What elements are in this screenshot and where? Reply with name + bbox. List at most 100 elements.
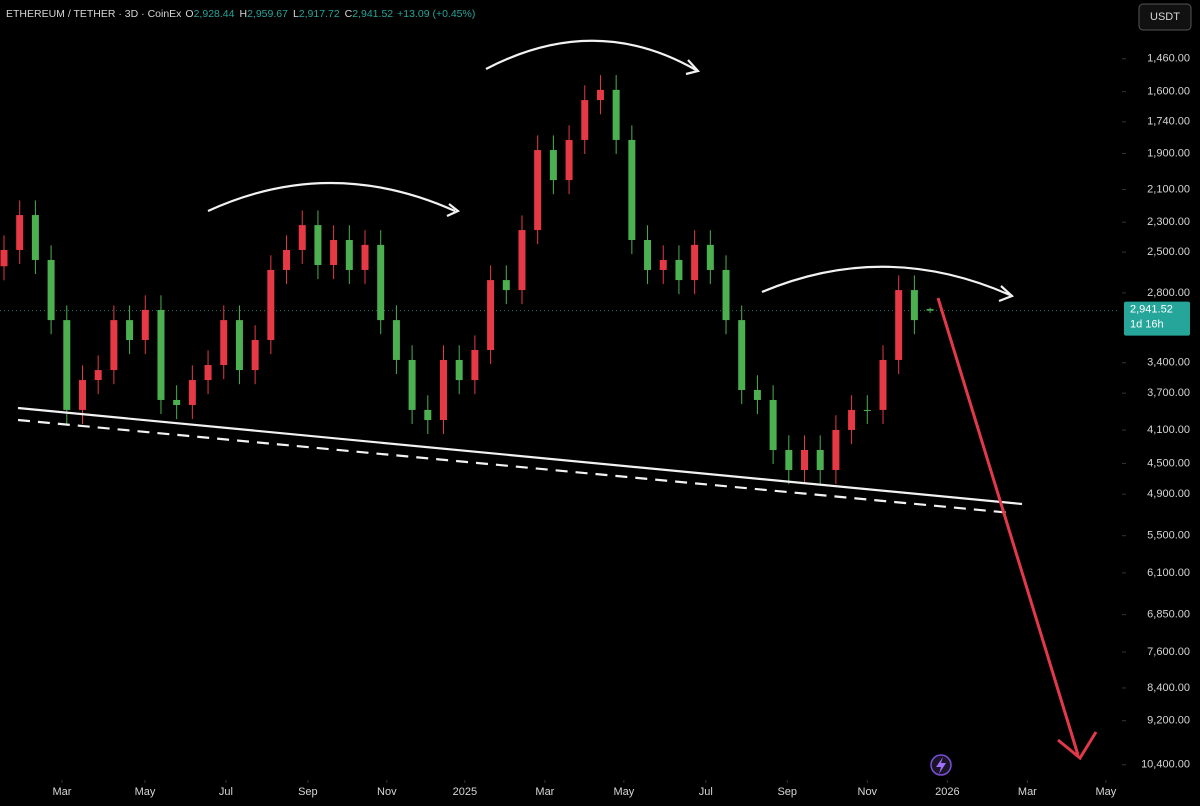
x-tick-label: Sep [777, 786, 797, 798]
y-tick-label: 4,100.00 [1147, 424, 1190, 436]
y-tick-label: 2,800.00 [1147, 287, 1190, 299]
price-tag [1124, 301, 1190, 336]
annotations [17, 39, 1023, 515]
candle-body [769, 399, 777, 451]
currency-label: USDT [1150, 11, 1180, 23]
candle-body [691, 244, 699, 281]
candle-body [251, 340, 259, 371]
candle-body [424, 409, 432, 420]
arrow-head [446, 203, 461, 218]
x-tick-label: Mar [535, 786, 554, 798]
arc-left-shoulder [207, 181, 456, 213]
candle-body [502, 280, 510, 291]
y-tick-label: 10,400.00 [1141, 759, 1190, 771]
candle-body [895, 290, 903, 360]
price-tag-countdown: 1d 16h [1130, 319, 1164, 331]
candle-body [31, 215, 39, 260]
candle-body [63, 320, 71, 410]
candle-body [157, 309, 165, 400]
candle-body [173, 399, 181, 405]
y-tick-label: 1,900.00 [1147, 147, 1190, 159]
y-tick-label: 3,400.00 [1147, 357, 1190, 369]
x-tick-label: Jul [219, 786, 233, 798]
candle-body [534, 150, 542, 231]
ohlc-key: C [345, 8, 353, 20]
candle-body [439, 359, 447, 420]
ohlc-key: O [185, 8, 193, 20]
candle-body [392, 320, 400, 360]
arrow-head [998, 285, 1015, 303]
candle-body [487, 280, 495, 351]
candle-body [267, 269, 275, 341]
y-tick-label: 1,460.00 [1147, 53, 1190, 65]
neckline [17, 406, 1023, 506]
y-tick-label: 9,200.00 [1147, 715, 1190, 727]
ohlc-key: H [239, 8, 247, 20]
plot: 1,460.00 1,600.00 1,740.00 1,900.00 2,100.00… [0, 53, 1190, 798]
arrow-head [1057, 731, 1098, 761]
arc-right-shoulder [761, 265, 1011, 297]
candle-body [94, 370, 102, 381]
candle-body [16, 215, 24, 250]
candle-body [47, 259, 55, 321]
candle-body [204, 365, 212, 381]
x-tick-label: May [1095, 786, 1116, 798]
candle-body [753, 390, 761, 400]
candle-body [675, 259, 683, 281]
candle-body [518, 230, 526, 291]
candle-body [220, 320, 228, 366]
candle-body [628, 139, 636, 241]
ohlc-value: 2,917.72 [299, 8, 340, 20]
arrow-shaft [936, 297, 1080, 756]
candle-body [848, 409, 856, 430]
candle-body [738, 320, 746, 391]
currency-button[interactable] [1138, 3, 1192, 31]
candle-body [110, 320, 118, 371]
candle-body [377, 244, 385, 321]
candle-body [408, 359, 416, 410]
y-tick-label: 7,600.00 [1147, 646, 1190, 658]
header: ETHEREUM / TETHER · 3D · CoinEx O2,928.44… [6, 8, 475, 20]
x-tick-label: Nov [377, 786, 397, 798]
candle-body [188, 380, 196, 405]
target-arrow [936, 297, 1098, 761]
x-tick-label: May [613, 786, 634, 798]
candle-body [565, 139, 573, 181]
x-tick-label: Mar [1018, 786, 1037, 798]
candle-body [581, 100, 589, 140]
candle-body [283, 249, 291, 270]
candle-body [612, 89, 620, 140]
y-tick-label: 8,400.00 [1147, 682, 1190, 694]
x-tick-label: Mar [52, 786, 71, 798]
ohlc-value: 2,959.67 [247, 8, 288, 20]
candle-body [832, 429, 840, 471]
candle-body [0, 249, 8, 267]
ohlc-value: 2,928.44 [194, 8, 235, 20]
x-tick-label: Nov [858, 786, 878, 798]
lightning-bolt [936, 757, 946, 774]
ohlc-value: 2,941.52 [352, 8, 393, 20]
y-tick-label: 6,100.00 [1147, 567, 1190, 579]
candle-body [910, 290, 918, 321]
candle-body [345, 240, 353, 270]
candle-body [816, 450, 824, 471]
candle-body [455, 359, 463, 381]
y-tick-label: 5,500.00 [1147, 530, 1190, 542]
candle-body [644, 240, 652, 270]
candle-body [361, 244, 369, 270]
y-tick-label: 1,600.00 [1147, 86, 1190, 98]
y-tick-label: 4,900.00 [1147, 488, 1190, 500]
candle-body [298, 225, 306, 250]
candle-body [659, 259, 667, 270]
arc-head [485, 39, 697, 71]
ohlc-key: L [293, 8, 299, 20]
candle-body [863, 409, 871, 411]
x-tick-label: 2025 [453, 786, 477, 798]
y-tick-label: 2,100.00 [1147, 183, 1190, 195]
y-tick-label: 6,850.00 [1147, 609, 1190, 621]
y-tick-label: 1,740.00 [1147, 116, 1190, 128]
candle-body [78, 380, 86, 410]
candle-body [549, 150, 557, 181]
